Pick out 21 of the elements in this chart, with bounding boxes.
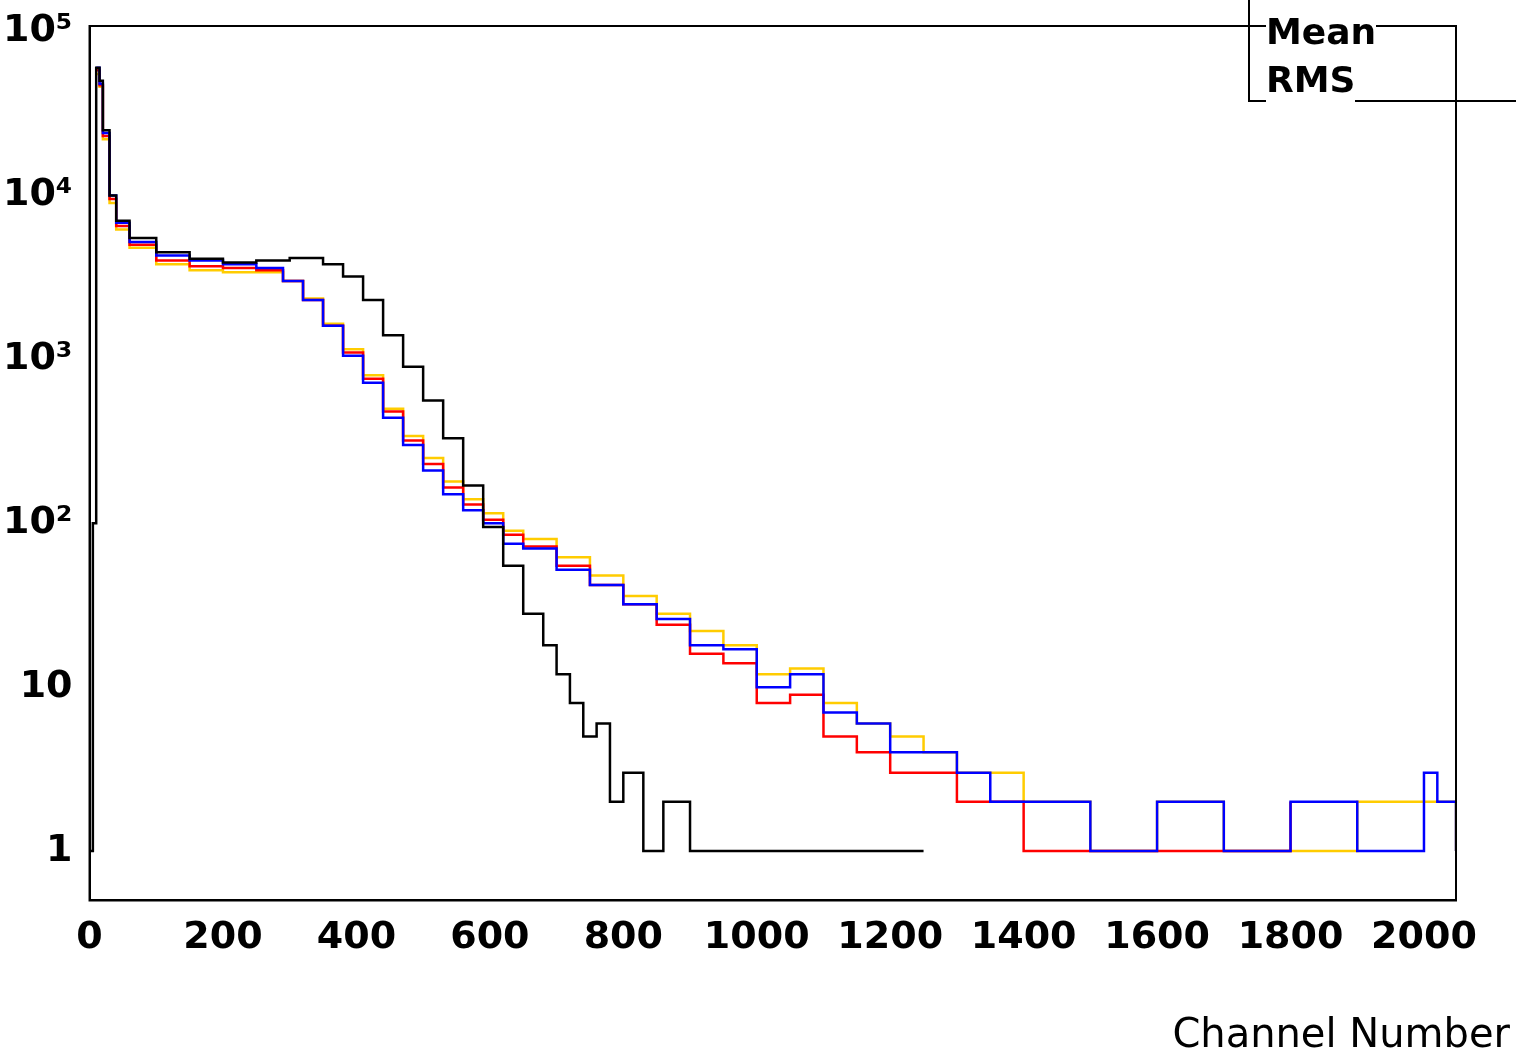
annotation: Mean bbox=[1266, 8, 1377, 56]
x-tick-label: 1200 bbox=[837, 913, 944, 958]
x-tick-label: 200 bbox=[183, 913, 263, 958]
x-axis-title: Channel Number bbox=[1172, 1010, 1510, 1054]
x-tick-label: 600 bbox=[450, 913, 530, 958]
y-tick-label: 10 bbox=[19, 662, 73, 707]
x-tick-label: 1400 bbox=[970, 913, 1077, 958]
x-tick-label: 400 bbox=[316, 913, 397, 958]
y-tick-label: 10² bbox=[2, 498, 73, 543]
x-tick-label: 2000 bbox=[1371, 913, 1477, 958]
y-tick-label: 10³ bbox=[2, 334, 73, 379]
x-tick-label: 800 bbox=[583, 913, 663, 958]
x-tick-label: 1600 bbox=[1104, 913, 1210, 958]
x-tick-label: 0 bbox=[76, 913, 103, 958]
x-tick-label: 1800 bbox=[1237, 913, 1344, 958]
x-tick-label: 1000 bbox=[703, 913, 810, 958]
stats-box: Mean RMS bbox=[1248, 0, 1516, 102]
y-tick-label: 1 bbox=[46, 825, 73, 870]
y-tick-label: 10⁵ bbox=[2, 6, 73, 51]
y-tick-label: 10⁴ bbox=[2, 170, 73, 215]
annotation: RMS bbox=[1266, 56, 1356, 104]
